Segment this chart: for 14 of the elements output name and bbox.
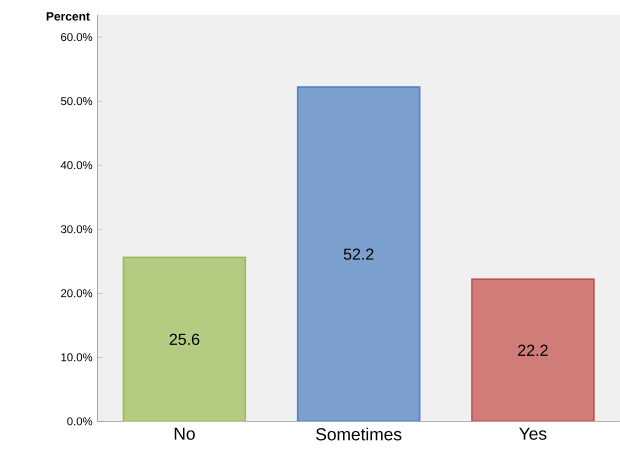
- x-tick-label: Sometimes: [316, 428, 402, 440]
- data-label: 52.2: [344, 248, 374, 260]
- y-tick-label: 30.0%: [60, 225, 92, 234]
- x-tick-label: No: [174, 428, 195, 440]
- data-label: 25.6: [170, 334, 200, 345]
- y-tick-label: 50.0%: [60, 96, 92, 105]
- y-tick-label: 60.0%: [61, 32, 92, 41]
- data-label: 22.2: [518, 344, 548, 356]
- y-tick-label: 40.0%: [60, 161, 92, 170]
- y-tick-label: 20.0%: [61, 289, 92, 298]
- x-tick-label: Yes: [519, 428, 546, 440]
- y-tick-label: 0.0%: [67, 417, 92, 426]
- y-tick-label: 10.0%: [61, 353, 92, 362]
- y-axis-title: Percent: [46, 12, 90, 20]
